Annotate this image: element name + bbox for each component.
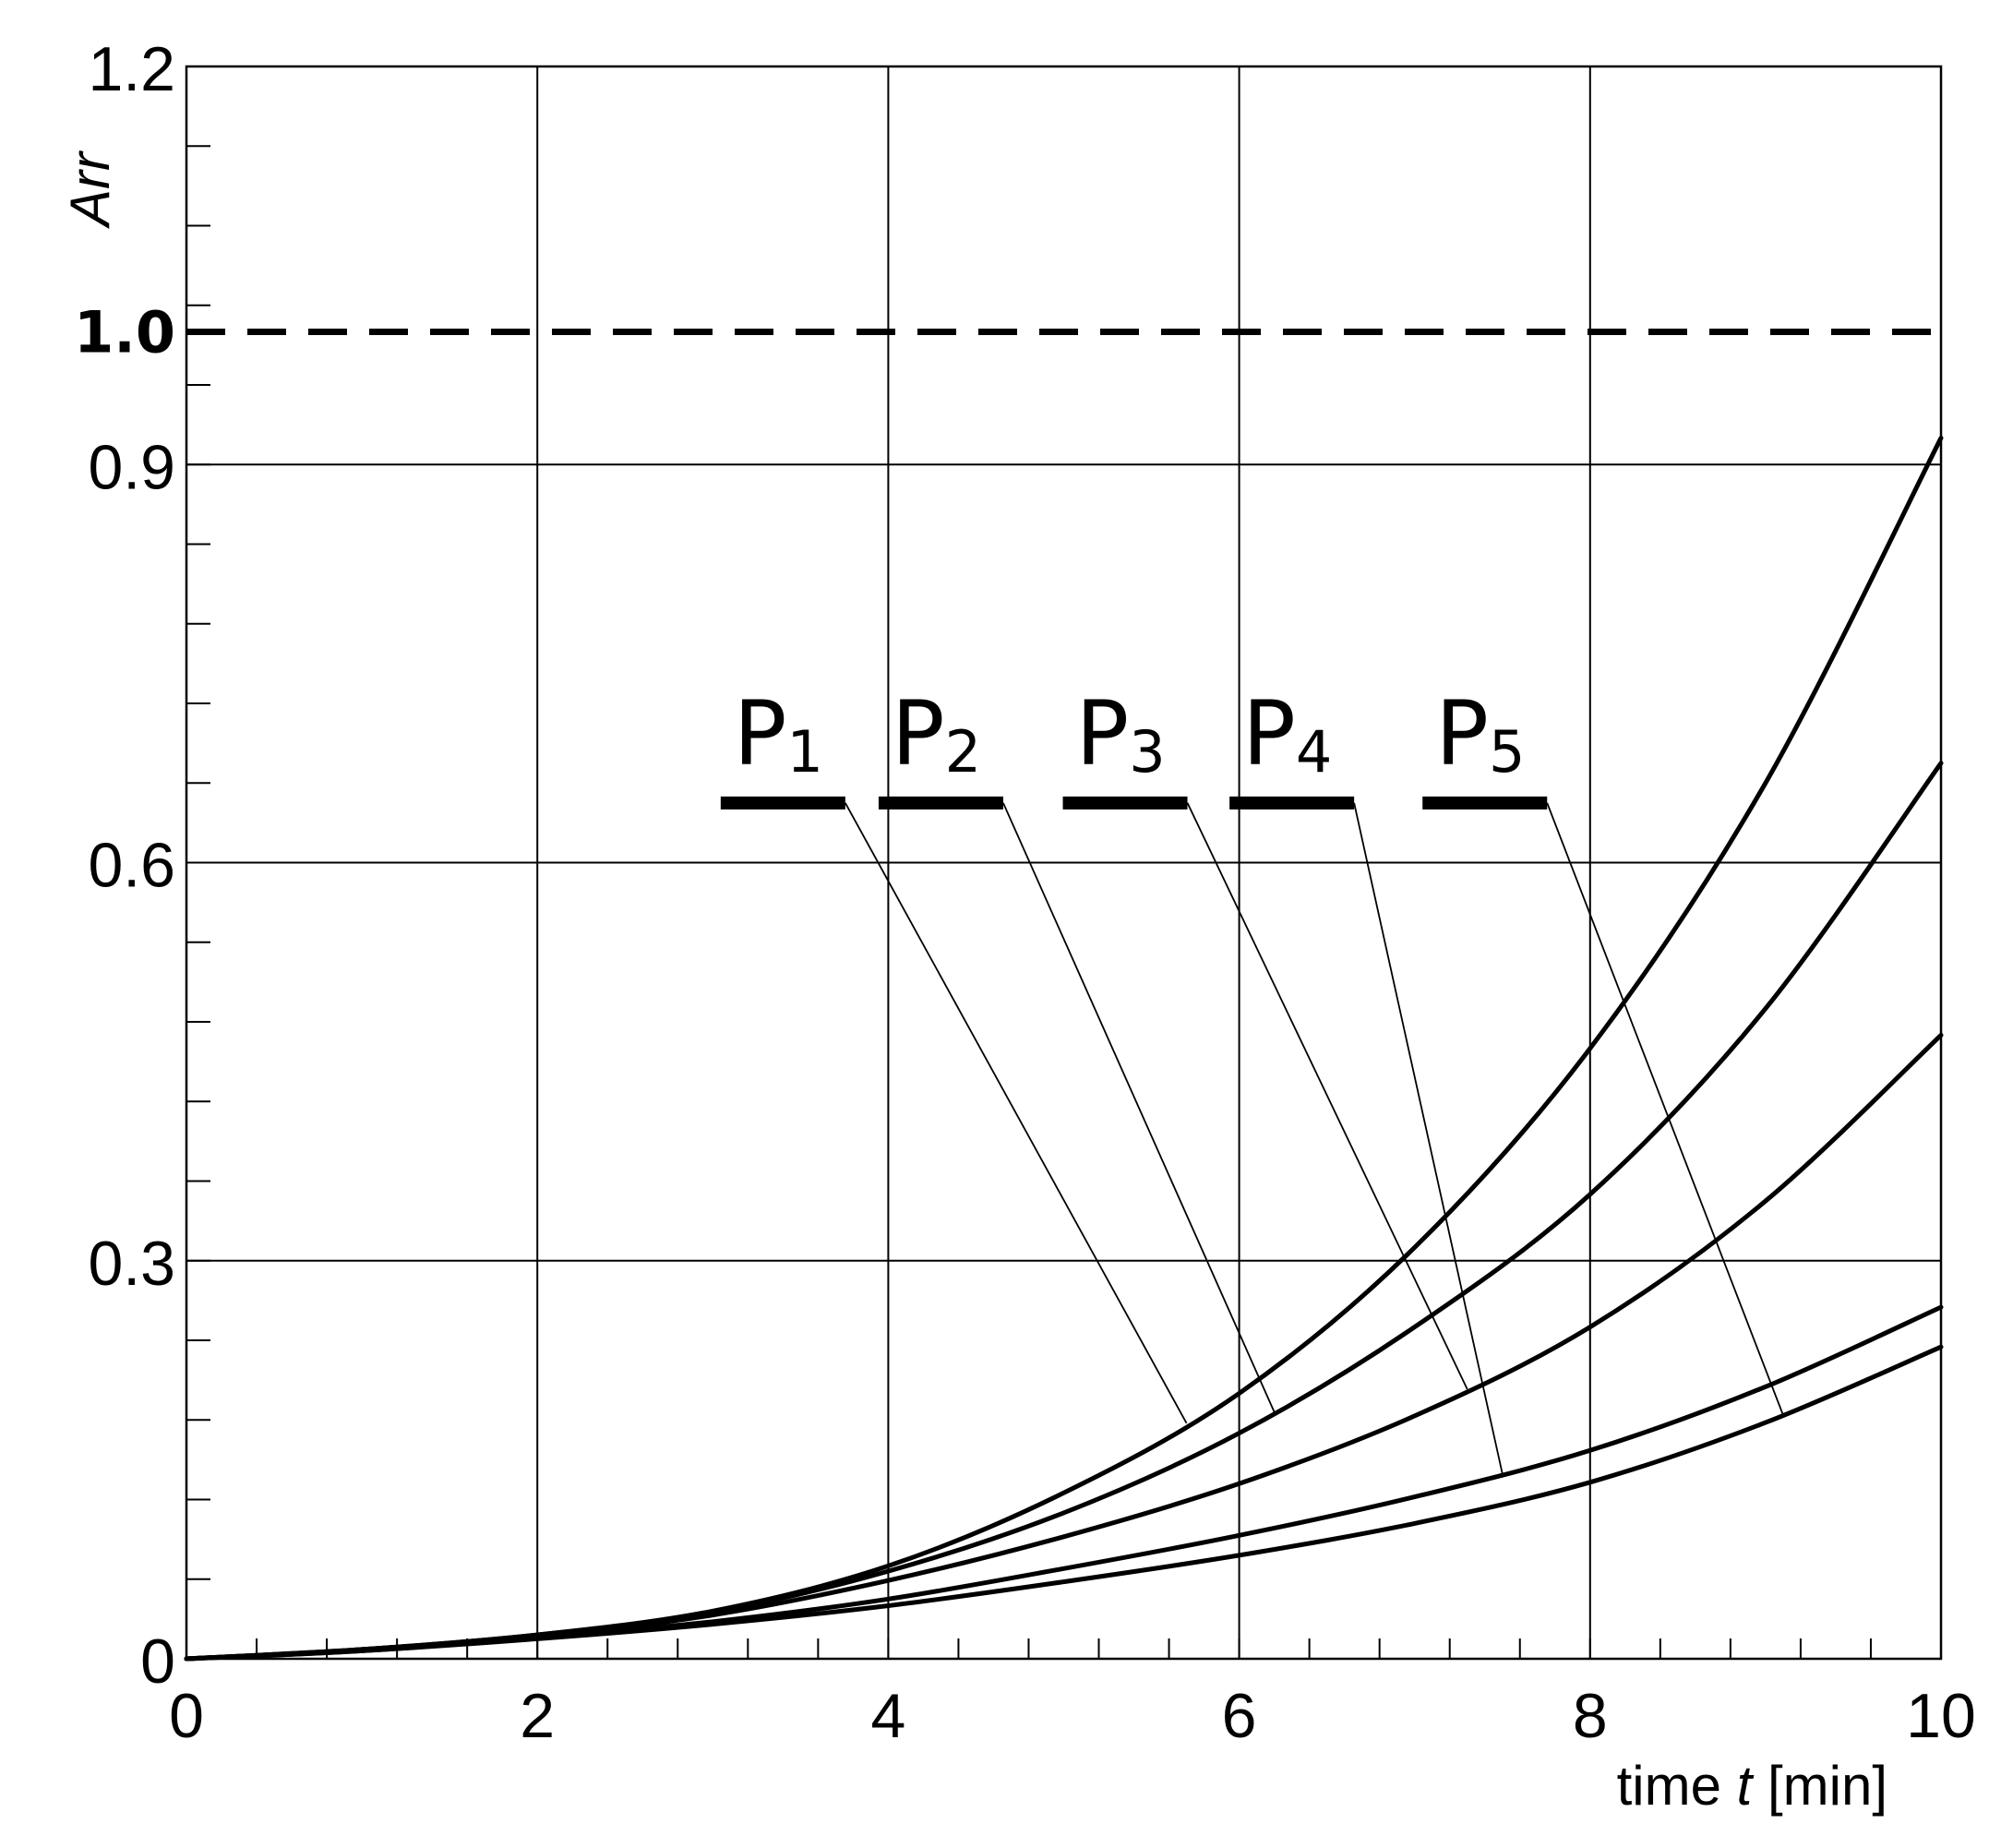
series-label-subscript: 3 — [1129, 718, 1165, 786]
y-tick-label: 0 — [140, 1626, 175, 1697]
x-tick-label: 8 — [1573, 1681, 1608, 1751]
series-line-p5 — [184, 1344, 1944, 1662]
series-label-p1: P1 — [720, 682, 1188, 1424]
series-leader-line — [1546, 802, 1784, 1416]
plot-frame — [185, 65, 1943, 1661]
series-label-p3: P3 — [1062, 682, 1468, 1390]
series-lines — [184, 436, 1944, 1662]
x-axis-title-text: time — [1617, 1755, 1721, 1817]
series-leader-line — [1002, 802, 1276, 1412]
series-label-text: P1 — [734, 682, 823, 786]
y-tick-label: 0.6 — [88, 831, 175, 901]
label-leaders: P1 P2 P3 P4 P5 — [720, 682, 1784, 1474]
series-label-subscript: 2 — [945, 718, 981, 786]
series-leader-line — [1186, 802, 1468, 1390]
x-tick-label: 2 — [520, 1681, 555, 1751]
series-label-subscript: 5 — [1489, 718, 1525, 786]
series-label-p2: P2 — [878, 682, 1276, 1412]
x-axis-title-variable: t — [1737, 1755, 1755, 1817]
reference-line-label: 1.0 — [74, 299, 175, 366]
series-label-subscript: 1 — [787, 718, 823, 786]
series-label-text: P2 — [892, 682, 981, 786]
x-axis-title-unit: [min] — [1767, 1755, 1887, 1817]
y-tick-label: 0.3 — [88, 1229, 175, 1299]
x-tick-label: 10 — [1906, 1681, 1976, 1751]
series-line-p1 — [184, 436, 1944, 1662]
series-label-base: P — [1242, 682, 1296, 786]
series-label-base: P — [734, 682, 787, 786]
series-label-p5: P5 — [1422, 682, 1784, 1416]
minor-ticks — [186, 145, 1872, 1659]
series-line-p2 — [184, 761, 1944, 1662]
x-tick-label: 0 — [169, 1681, 204, 1751]
series-line-p3 — [184, 1032, 1944, 1662]
series-label-text: P3 — [1075, 682, 1165, 786]
x-tick-label: 6 — [1222, 1681, 1257, 1751]
reference-line-group: 1.0 — [74, 299, 1941, 366]
series-label-subscript: 4 — [1296, 718, 1332, 786]
y-axis-title: Arr — [59, 150, 121, 229]
y-tick-label: 1.2 — [88, 34, 175, 104]
series-label-base: P — [892, 682, 945, 786]
series-label-text: P4 — [1242, 682, 1332, 786]
series-leader-line — [845, 802, 1188, 1424]
series-label-p4: P4 — [1229, 682, 1504, 1474]
x-tick-label: 4 — [870, 1681, 905, 1751]
y-tick-label: 0.9 — [88, 432, 175, 502]
series-leader-line — [1353, 802, 1504, 1474]
series-label-base: P — [1435, 682, 1489, 786]
x-axis-title: time t [min] — [1617, 1755, 1887, 1817]
series-label-text: P5 — [1435, 682, 1525, 786]
tick-labels: 0 2 4 6 8 10 0 0.3 0.6 0.9 1.2 — [88, 34, 1975, 1751]
series-line-p4 — [184, 1304, 1944, 1662]
series-label-base: P — [1075, 682, 1129, 786]
